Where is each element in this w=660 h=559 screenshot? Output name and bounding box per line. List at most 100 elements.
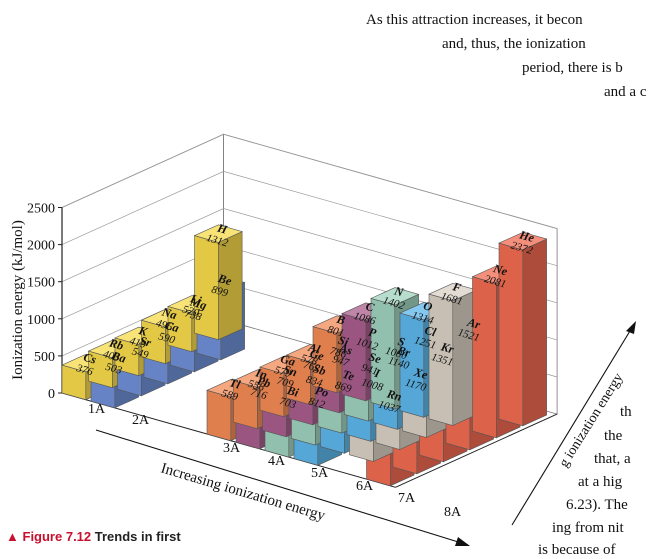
body-text-line: th (620, 404, 632, 420)
bar-symbol-label: Ne (491, 261, 510, 279)
bar-symbol-label: S (396, 334, 407, 349)
bar-value-label: 376 (74, 362, 95, 378)
y-tick-label: 2500 (27, 202, 55, 217)
bar-value-label: 558 (247, 378, 267, 394)
bar-value-label: 1402 (381, 295, 406, 313)
bar-value-label: 941 (360, 362, 379, 378)
gridline (61, 133, 558, 229)
y-tick-label: 2000 (27, 239, 55, 254)
bar-symbol-label: Ca (163, 318, 180, 335)
bar-value-label: 2081 (483, 273, 507, 291)
bar-value-label: 1314 (410, 309, 435, 327)
bar-symbol-label: B (334, 312, 347, 328)
body-text-line: is because of (538, 542, 616, 558)
bar-symbol-label: Li (188, 291, 204, 308)
bar-value-label: 579 (273, 364, 293, 380)
bar-symbol-label: Si (337, 333, 351, 349)
bar-symbol-label: Br (395, 343, 412, 360)
bar-value-label: 869 (334, 379, 354, 395)
body-text-line: the (604, 428, 623, 444)
bar-symbol-label: In (253, 365, 269, 382)
group-label-2a: 2A (132, 413, 150, 428)
bar-value-label: 1012 (355, 336, 380, 354)
gridline (61, 171, 558, 267)
body-text-line: 6.23). The (566, 497, 628, 513)
bar-symbol-label: As (337, 341, 354, 358)
bar-value-label: 1000 (384, 345, 409, 363)
bar-value-label: 703 (278, 395, 298, 411)
bar-value-label: 716 (249, 386, 269, 402)
y-tick-label: 0 (48, 387, 55, 402)
bar-value-label: 549 (131, 345, 151, 361)
bar-value-label: 578 (300, 352, 320, 368)
bar-symbol-label: Mg (187, 294, 208, 312)
bar-value-label: 2372 (509, 239, 534, 257)
y-tick-label: 1000 (27, 313, 55, 328)
body-text-line: As this attraction increases, it becon (366, 12, 583, 28)
bar-symbol-label: Sr (138, 333, 153, 350)
bar-symbol-label: Ge (308, 346, 326, 364)
bar-symbol-label: Ba (109, 348, 127, 366)
x-axis-label: Increasing ionization energy (159, 460, 327, 524)
group-label-5a: 5A (311, 466, 329, 481)
bar-symbol-label: Bi (285, 383, 301, 400)
body-text-line: and, thus, the ionization (442, 36, 586, 52)
bar-symbol-label: O (422, 298, 435, 314)
bar-value-label: 947 (331, 353, 351, 369)
bar-symbol-label: Rb (107, 335, 125, 353)
group-label-8a: 8A (444, 505, 462, 520)
bar-symbol-label: Xe (412, 365, 430, 383)
bar-value-label: 503 (104, 361, 124, 377)
bar-value-label: 1521 (456, 327, 480, 345)
bar-value-label: 812 (307, 395, 327, 411)
x-direction-arrow (95, 429, 470, 546)
gridline (61, 208, 558, 304)
bar-symbol-label: Tl (228, 375, 243, 392)
body-text-line: at a hig (578, 474, 623, 490)
bar-value-label: 1170 (404, 377, 428, 395)
y-axis-label: Ionization energy (kJ/mol) (10, 220, 26, 380)
bar-value-label: 1351 (430, 351, 454, 369)
bar-value-label: 1037 (377, 398, 402, 416)
bar-symbol-label: H (215, 220, 229, 236)
bar-value-label: 801 (326, 324, 345, 340)
bar-symbol-label: Na (159, 304, 178, 322)
bar-value-label: 1140 (387, 355, 411, 373)
bar-symbol-label: Be (216, 271, 234, 289)
bar-value-label: 709 (276, 375, 296, 391)
bar-symbol-label: He (517, 227, 537, 245)
figure-caption: ▲ Figure 7.12 Trends in first (6, 529, 181, 544)
body-text-line: ing from nit (552, 520, 624, 536)
chart-bars (61, 224, 548, 487)
bar-symbol-label: Kr (438, 339, 455, 356)
body-text-line: period, there is b (522, 60, 623, 76)
bar-h (193, 224, 243, 341)
bar-symbol-label: Te (341, 367, 357, 384)
group-label-3a: 3A (223, 441, 241, 456)
bar-value-label: 738 (184, 307, 204, 323)
bar-value-label: 1008 (360, 376, 385, 394)
bar-he (498, 231, 548, 427)
bar-value-label: 762 (302, 359, 322, 375)
bar-symbol-label: Ga (279, 351, 297, 369)
bar-value-label: 1086 (352, 310, 377, 328)
depth-direction-arrow (511, 321, 636, 526)
bar-value-label: 1251 (413, 334, 437, 352)
body-text-line: and a c (604, 84, 647, 100)
bar-symbol-label: Se (367, 349, 383, 366)
bar-value-label: 1681 (439, 290, 463, 308)
bar-value-label: 899 (210, 284, 230, 300)
bar-value-label: 496 (155, 317, 175, 333)
y-tick-label: 1500 (27, 276, 55, 291)
bar-value-label: 589 (220, 387, 240, 403)
bar-symbol-label: Po (314, 383, 331, 400)
bar-symbol-label: F (450, 279, 463, 295)
bar-value-label: 1312 (205, 232, 230, 250)
group-label-1a: 1A (88, 402, 106, 417)
group-label-7a: 7A (398, 491, 416, 506)
bar-symbol-label: Sb (311, 361, 327, 378)
bar-symbol-label: Cs (82, 350, 98, 367)
bar-symbol-label: Pb (256, 374, 273, 391)
bar-symbol-label: Cl (423, 323, 438, 340)
